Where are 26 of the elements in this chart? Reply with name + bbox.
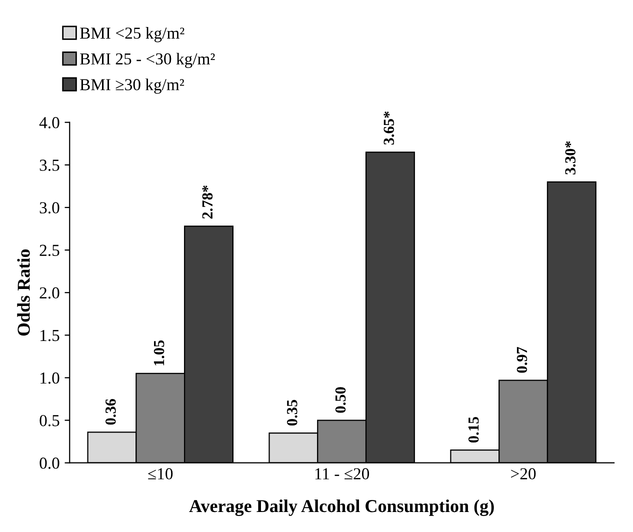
y-tick-label: 2.5 [40, 244, 60, 256]
y-tick-label: 3.0 [40, 202, 60, 214]
data-label: 0.36 [105, 398, 116, 425]
legend-label: BMI 25 - <30 kg/m² [80, 52, 215, 68]
data-label: 2.78* [202, 186, 213, 219]
y-tick-label: 0.5 [40, 414, 60, 426]
data-label: 1.05 [154, 340, 164, 366]
y-tick-label: 1.0 [40, 372, 60, 384]
data-label: 0.35 [286, 400, 298, 426]
x-tick-label: 11 - ≤20 [315, 468, 370, 480]
y-tick-label: 3.5 [40, 160, 60, 171]
legend-label: BMI ≥30 kg/m² [80, 78, 184, 94]
data-label: 3.65* [384, 111, 394, 145]
x-axis-title: Average Daily Alcohol Consumption (g) [189, 499, 494, 516]
y-tick-label: 1.5 [40, 330, 60, 342]
data-label: 0.15 [468, 416, 479, 443]
data-label: 0.50 [335, 387, 346, 413]
y-tick-label: 2.0 [40, 287, 60, 299]
data-label: 0.97 [516, 346, 528, 373]
x-tick-label: ≤10 [148, 468, 173, 480]
data-label: 3.30* [565, 141, 576, 174]
y-tick-label: 0.0 [40, 458, 60, 469]
legend-label: BMI <25 kg/m² [80, 27, 184, 42]
y-axis-title: Odds Ratio [17, 249, 30, 336]
y-tick-label: 4.0 [39, 117, 60, 128]
x-tick-label: >20 [511, 468, 536, 480]
